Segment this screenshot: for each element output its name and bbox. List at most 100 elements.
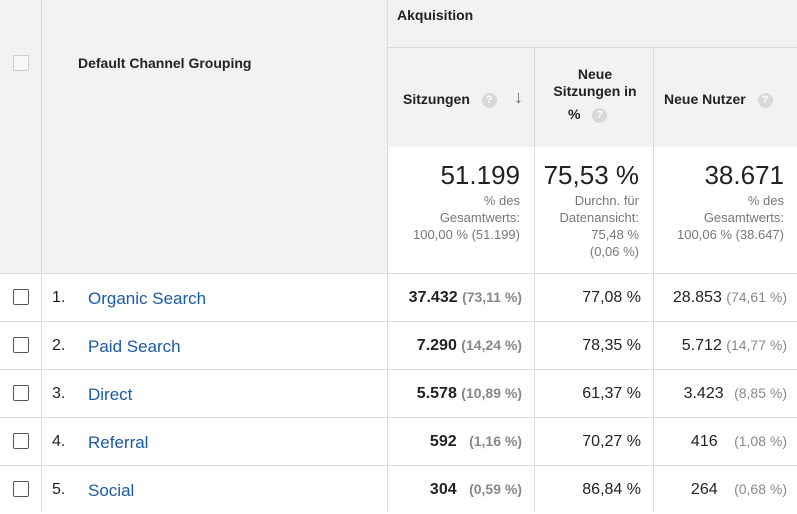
- channel-link[interactable]: Referral: [88, 433, 149, 452]
- total-new-users: 38.671: [704, 160, 784, 190]
- new-users-cell: 264 (0,68 %): [691, 481, 787, 499]
- grid-line: [0, 321, 797, 322]
- table-row: 2. Paid Search 7.290 (14,24 %) 78,35 % 5…: [0, 322, 797, 370]
- sessions-percent: (73,11 %): [462, 289, 522, 305]
- sessions-cell: 5.578 (10,89 %): [417, 385, 522, 403]
- total-sessions-note-1: % des: [483, 193, 520, 208]
- new-users-value: 264: [690, 481, 718, 498]
- new-users-header-label: Neue Nutzer: [664, 91, 746, 107]
- channel-link[interactable]: Paid Search: [88, 337, 181, 356]
- total-sessions-note-3: 100,00 % (51.199): [413, 227, 520, 242]
- total-sessions-note-2: Gesamtwerts:: [439, 210, 520, 225]
- row-index: 2.: [52, 337, 66, 354]
- total-new-sessions-note-3: 75,48 %: [591, 227, 639, 242]
- table-row: 3. Direct 5.578 (10,89 %) 61,37 % 3.423 …: [0, 370, 797, 418]
- totals-label-cell: [0, 147, 387, 273]
- new-sessions-header-line3: %: [568, 106, 581, 122]
- row-index: 4.: [52, 433, 66, 450]
- channel-link[interactable]: Direct: [88, 385, 133, 404]
- new-users-cell: 3.423 (8,85 %): [684, 385, 787, 403]
- new-users-header[interactable]: Neue Nutzer ?: [664, 91, 773, 108]
- total-new-sessions-note-4: (0,06 %): [589, 244, 639, 259]
- total-new-users-note-1: % des: [747, 193, 784, 208]
- sessions-value: 304: [429, 481, 457, 498]
- row-checkbox[interactable]: [13, 289, 29, 305]
- row-checkbox[interactable]: [13, 337, 29, 353]
- new-users-percent: (1,08 %): [734, 433, 787, 449]
- total-new-users-note-3: 100,06 % (38.647): [677, 227, 784, 242]
- row-checkbox[interactable]: [13, 481, 29, 497]
- row-index: 1.: [52, 289, 66, 306]
- new-users-value: 3.423: [683, 385, 724, 402]
- new-sessions-cell: 77,08 %: [582, 289, 641, 306]
- new-users-cell: 416 (1,08 %): [691, 433, 787, 451]
- total-new-sessions-note-1: Durchn. für: [574, 193, 639, 208]
- grid-line: [653, 47, 654, 512]
- new-users-cell: 28.853 (74,61 %): [673, 289, 787, 307]
- row-index: 5.: [52, 481, 66, 498]
- sessions-cell: 7.290 (14,24 %): [417, 337, 522, 355]
- new-users-cell: 5.712 (14,77 %): [682, 337, 787, 355]
- new-sessions-cell: 61,37 %: [582, 385, 641, 402]
- sessions-cell: 304 (0,59 %): [430, 481, 522, 499]
- row-checkbox[interactable]: [13, 385, 29, 401]
- sort-descending-icon[interactable]: ↓: [514, 87, 523, 107]
- sessions-value: 5.578: [416, 385, 457, 402]
- sessions-value: 7.290: [416, 337, 457, 354]
- help-icon[interactable]: ?: [757, 92, 773, 108]
- total-new-sessions-note-2: Datenansicht:: [559, 210, 640, 225]
- grid-line: [387, 0, 388, 512]
- grid-line: [387, 47, 797, 48]
- total-new-sessions-note: Durchn. für Datenansicht: 75,48 % (0,06 …: [560, 192, 640, 260]
- total-new-users-note: % des Gesamtwerts: 100,06 % (38.647): [677, 192, 784, 243]
- sessions-percent: (0,59 %): [469, 481, 522, 497]
- sessions-header-label: Sitzungen: [403, 91, 470, 107]
- grid-line: [0, 369, 797, 370]
- new-users-percent: (0,68 %): [734, 481, 787, 497]
- channel-link[interactable]: Organic Search: [88, 289, 207, 308]
- dimension-header[interactable]: Default Channel Grouping: [78, 55, 252, 71]
- sessions-cell: 592 (1,16 %): [430, 433, 522, 451]
- grid-line: [534, 47, 535, 512]
- total-sessions-note: % des Gesamtwerts: 100,00 % (51.199): [413, 192, 520, 243]
- select-all-checkbox[interactable]: [13, 55, 29, 71]
- table-header: Default Channel Grouping Akquisition Sit…: [0, 0, 797, 147]
- sessions-value: 592: [429, 433, 457, 450]
- new-users-percent: (8,85 %): [734, 385, 787, 401]
- grid-line: [0, 465, 797, 466]
- new-users-percent: (74,61 %): [726, 289, 787, 305]
- table-row: 1. Organic Search 37.432 (73,11 %) 77,08…: [0, 274, 797, 322]
- sessions-percent: (10,89 %): [461, 385, 522, 401]
- new-users-value: 416: [690, 433, 718, 450]
- new-sessions-header[interactable]: Neue Sitzungen in % ?: [540, 66, 650, 123]
- channel-link[interactable]: Social: [88, 481, 135, 500]
- grid-line: [41, 0, 42, 512]
- row-checkbox[interactable]: [13, 433, 29, 449]
- totals-row: 51.199 % des Gesamtwerts: 100,00 % (51.1…: [0, 147, 797, 273]
- table-row: 4. Referral 592 (1,16 %) 70,27 % 416 (1,…: [0, 418, 797, 466]
- sessions-percent: (1,16 %): [469, 433, 522, 449]
- new-sessions-cell: 78,35 %: [582, 337, 641, 354]
- grid-line: [0, 417, 797, 418]
- new-sessions-cell: 70,27 %: [582, 433, 641, 450]
- new-sessions-header-line2: Sitzungen in: [553, 83, 637, 99]
- new-users-percent: (14,77 %): [726, 337, 787, 353]
- grid-line: [0, 273, 797, 274]
- new-sessions-header-line1: Neue: [577, 66, 613, 82]
- total-new-sessions: 75,53 %: [543, 160, 639, 190]
- new-users-value: 28.853: [672, 289, 722, 306]
- help-icon[interactable]: ?: [592, 107, 608, 123]
- total-sessions: 51.199: [440, 160, 520, 190]
- metric-group-header: Akquisition: [397, 7, 474, 23]
- help-icon[interactable]: ?: [481, 92, 497, 108]
- table-row: 5. Social 304 (0,59 %) 86,84 % 264 (0,68…: [0, 466, 797, 514]
- new-sessions-cell: 86,84 %: [582, 481, 641, 498]
- sessions-cell: 37.432 (73,11 %): [409, 289, 522, 307]
- sessions-header[interactable]: Sitzungen ?: [403, 91, 497, 108]
- sessions-value: 37.432: [408, 289, 458, 306]
- new-users-value: 5.712: [681, 337, 722, 354]
- sessions-percent: (14,24 %): [461, 337, 522, 353]
- row-index: 3.: [52, 385, 66, 402]
- total-new-users-note-2: Gesamtwerts:: [703, 210, 784, 225]
